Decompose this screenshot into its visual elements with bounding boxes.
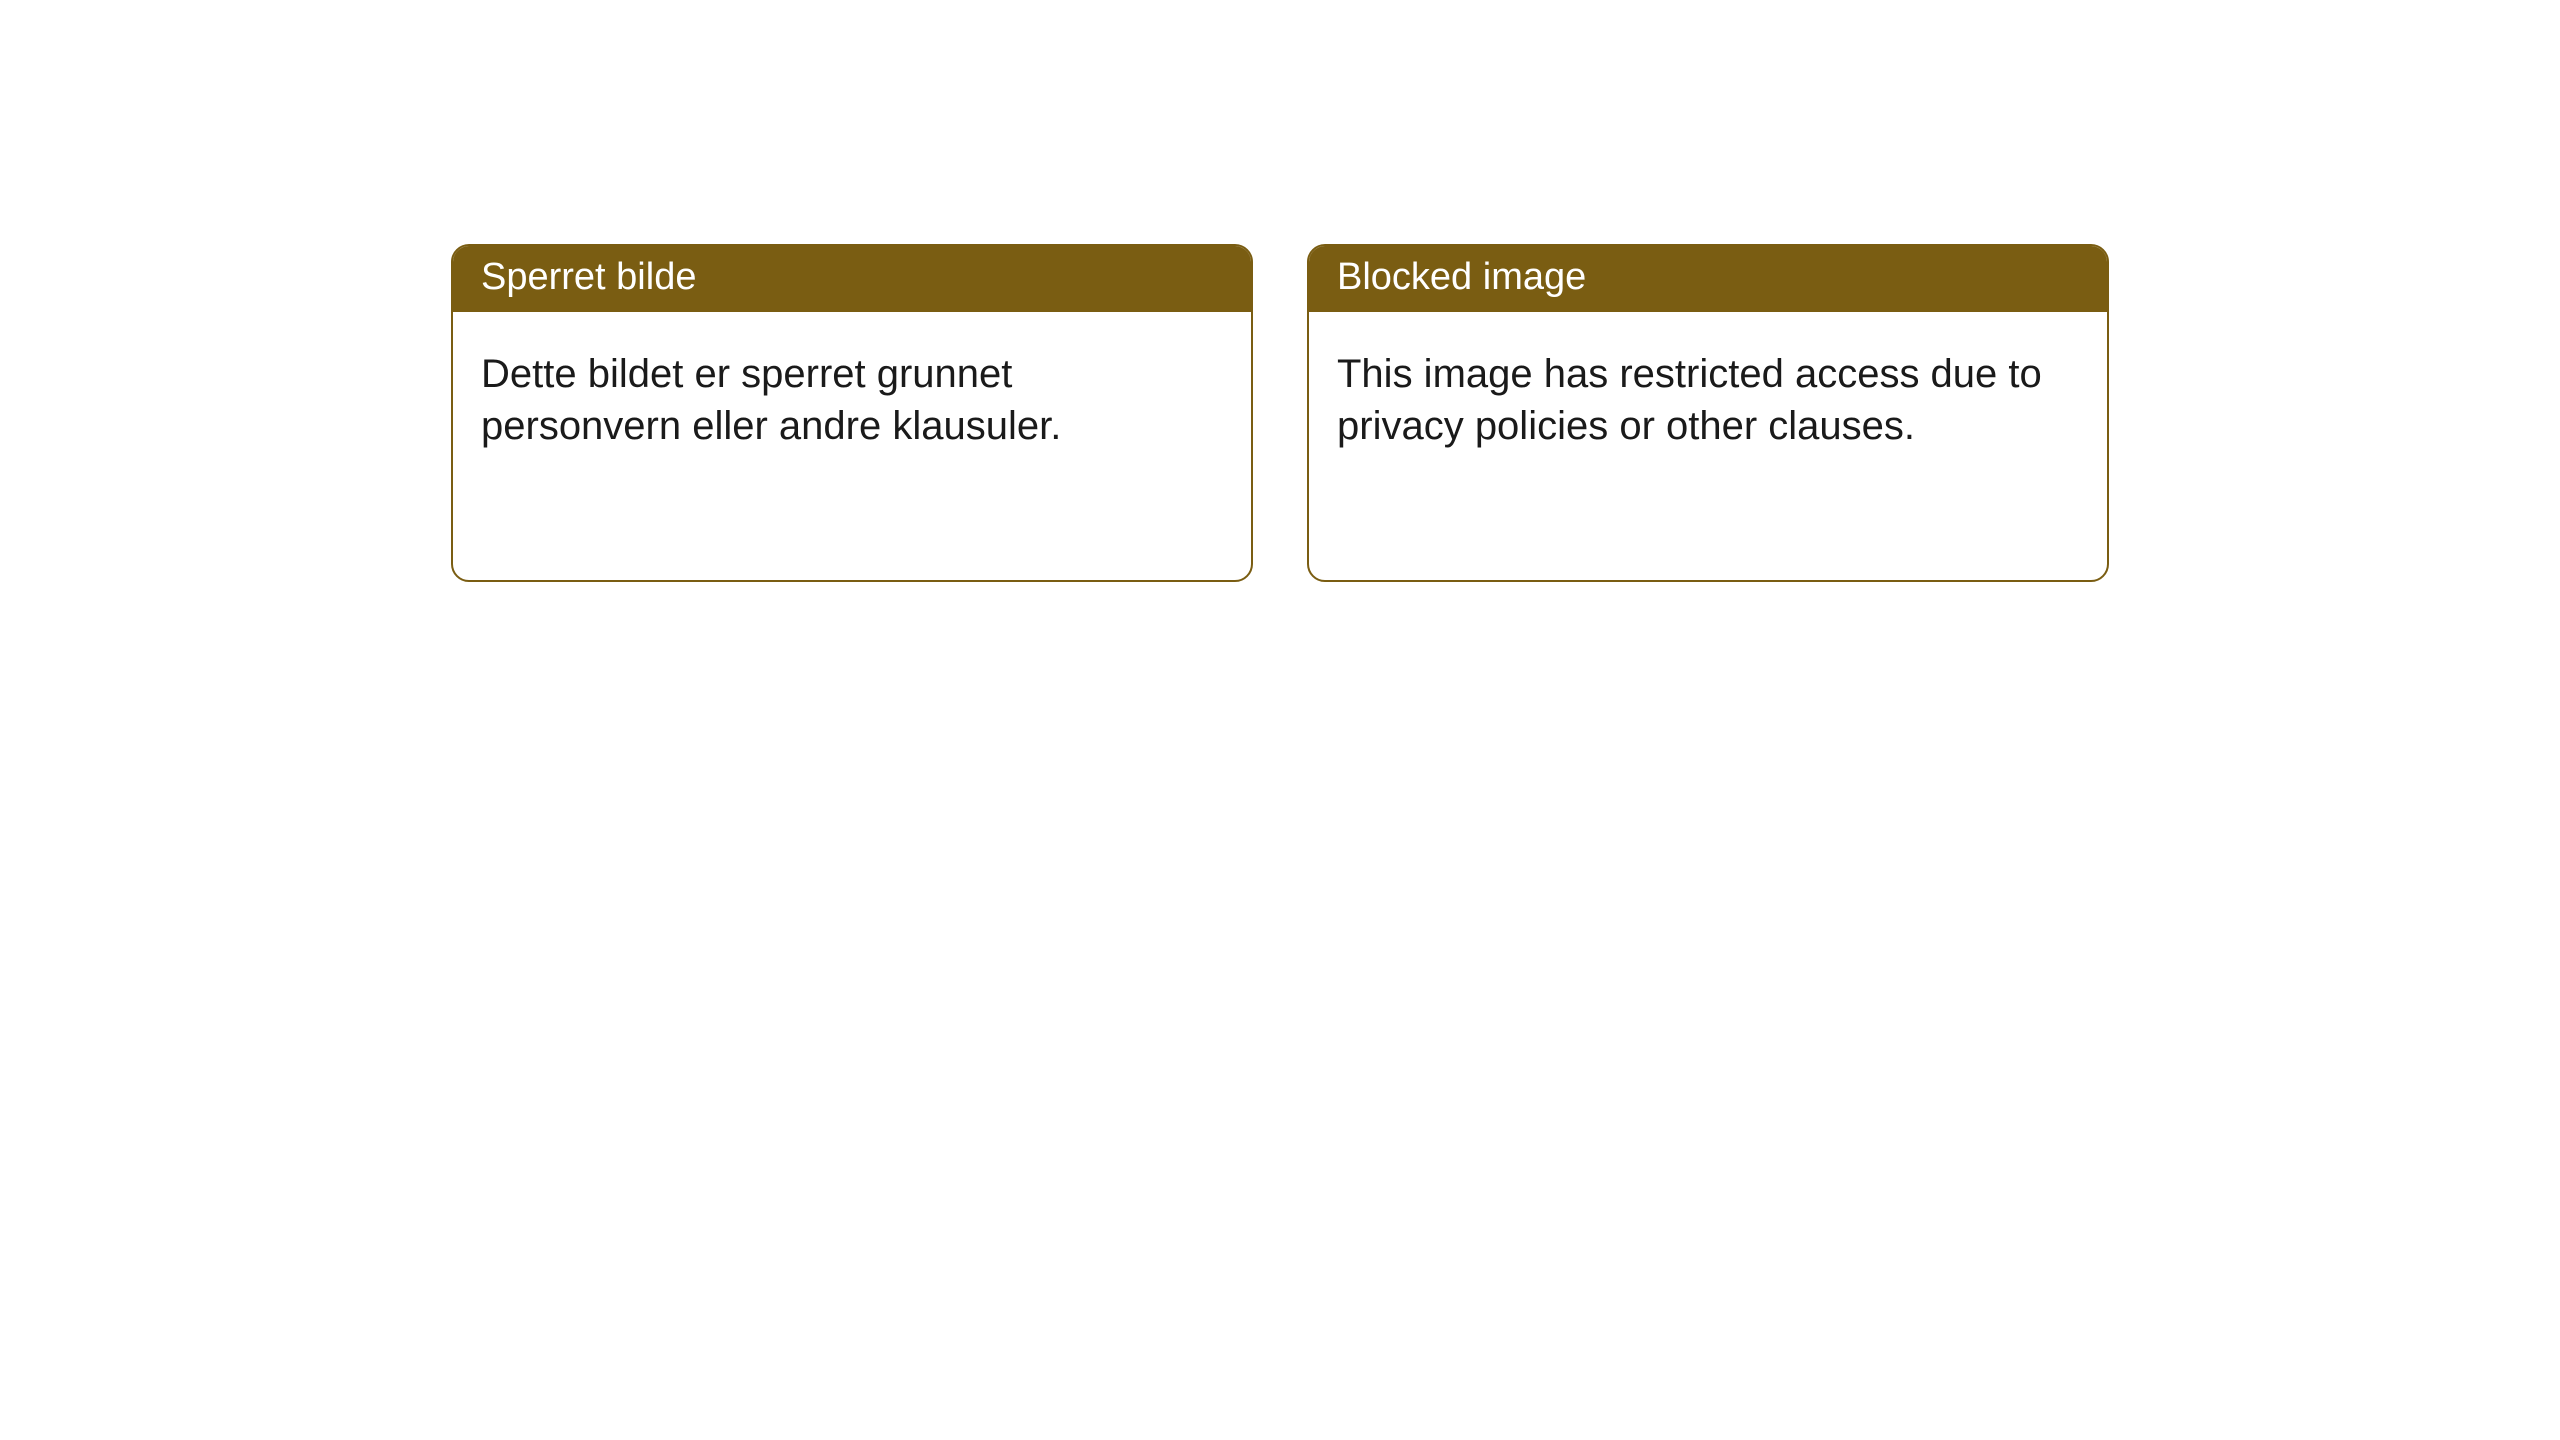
notice-body-no: Dette bildet er sperret grunnet personve… [453, 312, 1251, 480]
notice-card-no: Sperret bilde Dette bildet er sperret gr… [451, 244, 1253, 582]
notice-title-en: Blocked image [1309, 246, 2107, 312]
notice-card-en: Blocked image This image has restricted … [1307, 244, 2109, 582]
notice-title-no: Sperret bilde [453, 246, 1251, 312]
notice-container: Sperret bilde Dette bildet er sperret gr… [451, 244, 2109, 582]
notice-body-en: This image has restricted access due to … [1309, 312, 2107, 480]
